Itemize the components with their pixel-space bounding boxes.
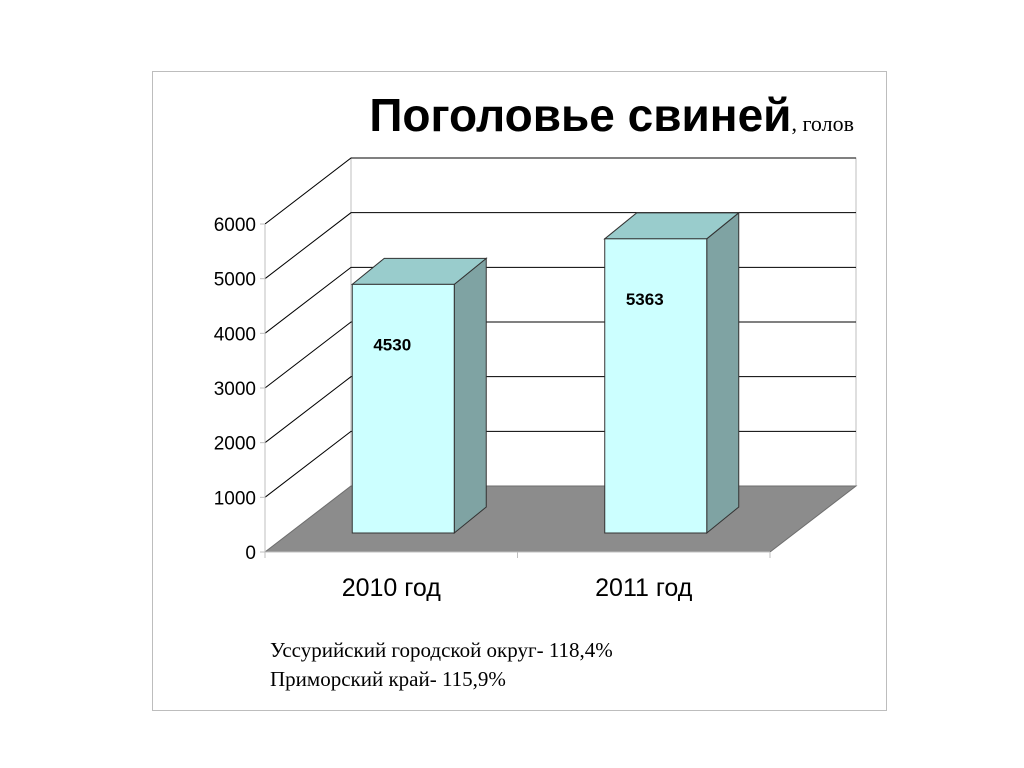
bar-2: 5363 — [603, 211, 741, 535]
bar-side — [453, 257, 487, 535]
bar-front — [604, 238, 708, 534]
notes: Уссурийский городской округ- 118,4% Прим… — [270, 636, 613, 694]
note-ussuriysk: Уссурийский городской округ- 118,4% — [270, 638, 613, 662]
gridline-6000 — [264, 157, 856, 225]
chart-title-unit: , голов — [791, 111, 854, 136]
y-tick-label: 2000 — [214, 434, 256, 455]
note-primorsky: Приморский край- 115,9% — [270, 667, 506, 691]
y-tick-label: 0 — [245, 543, 256, 564]
y-tick-label: 3000 — [214, 379, 256, 400]
y-tick-label: 5000 — [214, 270, 256, 291]
y-tick-label: 1000 — [214, 488, 256, 509]
bar-value-label: 5363 — [626, 290, 664, 309]
chart-title-main: Поголовье свиней — [369, 89, 792, 141]
bar-value-label: 4530 — [373, 335, 411, 354]
y-axis-ticks: 0 1000 2000 3000 4000 5000 6000 — [214, 215, 265, 564]
x-category-label: 2011 год — [595, 574, 693, 602]
bar-side — [706, 211, 740, 535]
bar-1: 4530 — [350, 257, 488, 535]
y-tick-label: 6000 — [214, 215, 256, 236]
chart-bars: 4530 5363 — [350, 211, 741, 535]
chart-title: Поголовье свиней, голов — [152, 88, 887, 142]
bar-front — [351, 283, 455, 534]
y-tick-label: 4000 — [214, 324, 256, 345]
x-category-label: 2010 год — [342, 574, 441, 602]
x-axis-labels: 2010 год 2011 год — [342, 574, 693, 602]
